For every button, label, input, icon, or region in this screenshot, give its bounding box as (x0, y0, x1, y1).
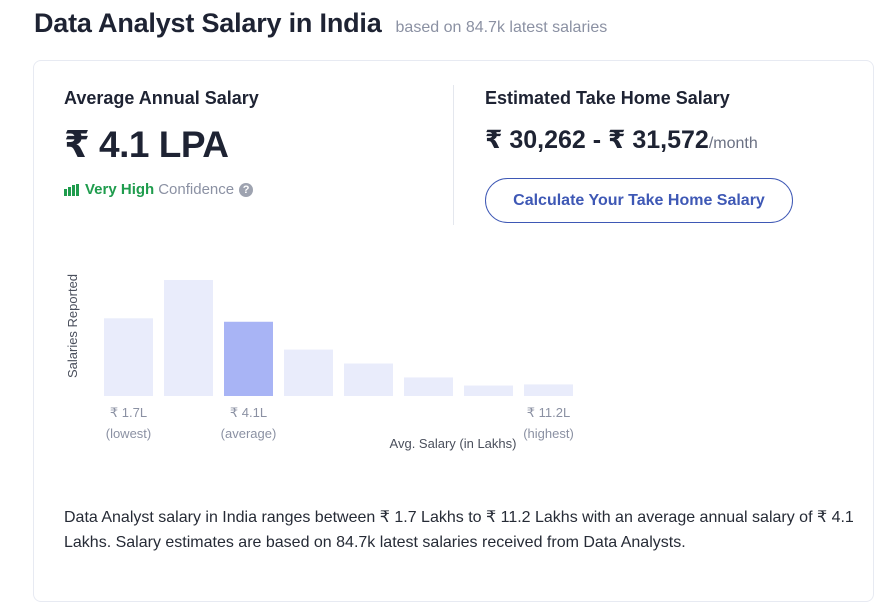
chart-bar (404, 377, 453, 396)
confidence-level: Very High (85, 181, 155, 198)
calculate-take-home-button[interactable]: Calculate Your Take Home Salary (485, 178, 793, 223)
chart-bars (104, 280, 573, 396)
chart-bar (104, 318, 153, 396)
help-icon[interactable]: ? (239, 182, 254, 197)
page-title: Data Analyst Salary in India (34, 8, 382, 38)
salary-distribution-chart: Salaries Reported ₹ 1.7L (lowest) ₹ 4.1L (a… (65, 274, 574, 451)
chart-bar (284, 349, 333, 396)
bar-chart-icon (64, 183, 79, 196)
chart-tick-labels: ₹ 1.7L (lowest) ₹ 4.1L (average) ₹ 11.2L (hig… (106, 405, 574, 441)
chart-y-axis-label: Salaries Reported (65, 274, 80, 378)
confidence-indicator: Very High Confidence ? (64, 181, 254, 198)
confidence-label: Confidence (158, 181, 235, 198)
chart-bar (344, 363, 393, 396)
salary-description: Data Analyst salary in India ranges betw… (64, 509, 854, 551)
take-home-label: Estimated Take Home Salary (485, 88, 730, 108)
vertical-divider (453, 85, 454, 225)
salary-card: Average Annual Salary ₹ 4.1 LPA Very Hig… (33, 60, 874, 602)
page-header: Data Analyst Salary in India based on 84… (34, 8, 607, 39)
take-home-unit: /month (708, 135, 758, 152)
page-subtitle: based on 84.7k latest salaries (395, 19, 608, 36)
take-home-amount: ₹ 30,262 - ₹ 31,572 (485, 126, 709, 154)
chart-tick-value: ₹ 4.1L (230, 405, 267, 420)
chart-x-axis-label: Avg. Salary (in Lakhs) (390, 436, 517, 451)
chart-tick-value: ₹ 1.7L (110, 405, 147, 420)
chart-tick-note: (lowest) (106, 426, 152, 441)
average-salary-label: Average Annual Salary (64, 88, 259, 108)
chart-bar (164, 280, 213, 396)
chart-bar (464, 385, 513, 396)
take-home-value: ₹ 30,262 - ₹ 31,572/month (485, 125, 758, 155)
chart-bar (524, 384, 573, 396)
chart-bar-average (224, 321, 273, 396)
chart-tick-note: (average) (221, 426, 277, 441)
chart-tick-note: (highest) (523, 426, 574, 441)
chart-tick-value: ₹ 11.2L (527, 405, 570, 420)
average-salary-value: ₹ 4.1 LPA (64, 124, 229, 165)
